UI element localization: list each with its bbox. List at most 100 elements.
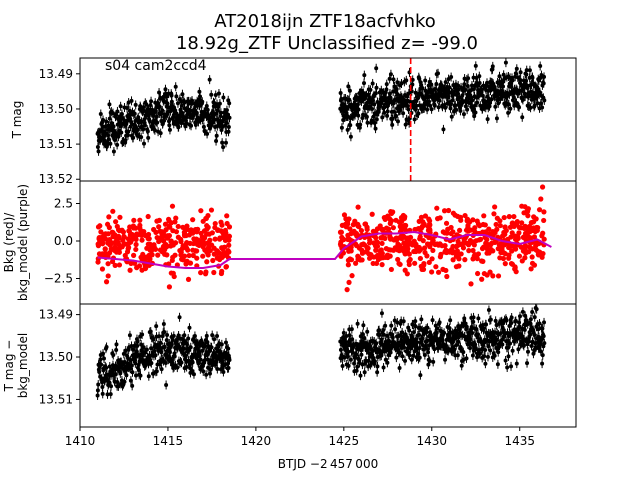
data-point [159, 350, 164, 355]
data-point [407, 328, 412, 333]
bkg-point [200, 253, 206, 259]
bkg-point [537, 249, 543, 255]
data-point [470, 331, 475, 336]
bkg-point [208, 207, 215, 213]
bkg-point [426, 259, 432, 266]
data-point [132, 111, 137, 116]
data-point [164, 382, 169, 387]
data-point [427, 103, 432, 108]
data-point [473, 346, 478, 351]
bkg-point [520, 248, 526, 254]
data-point [405, 104, 410, 109]
bkg-point [380, 226, 386, 233]
data-point [370, 106, 375, 111]
data-point [412, 117, 417, 122]
data-point [454, 107, 459, 112]
data-point [348, 134, 353, 139]
data-point [436, 71, 441, 76]
bkg-point [475, 270, 481, 277]
data-point [495, 362, 500, 367]
data-point [407, 353, 412, 358]
bkg-point [407, 241, 413, 247]
bkg-point [173, 229, 180, 235]
bkg-point [145, 213, 151, 220]
bkg-point [516, 224, 522, 231]
bkg-point [500, 255, 507, 262]
data-point [505, 365, 510, 370]
data-point [356, 113, 361, 118]
data-point [119, 130, 124, 135]
data-point [107, 102, 112, 107]
bkg-point [407, 256, 413, 263]
data-point [182, 346, 187, 351]
panel-top: 13.49 13.50 13.51 13.52 T mag [10, 57, 577, 186]
bkg-point [388, 247, 394, 253]
data-point [201, 369, 206, 374]
bkg-point [507, 224, 514, 230]
data-point [203, 344, 208, 349]
bkg-point [206, 244, 212, 250]
bkg-point [363, 249, 369, 255]
data-point [368, 87, 373, 92]
bkg-point [201, 228, 208, 234]
bkg-point [360, 241, 367, 247]
bkg-point [426, 221, 433, 227]
bkg-point [127, 224, 133, 230]
data-point [471, 107, 476, 112]
data-point [177, 315, 182, 320]
data-point [532, 103, 537, 108]
data-point [208, 367, 213, 372]
bkg-point [343, 224, 349, 230]
data-point [414, 103, 419, 108]
bkg-point [126, 240, 132, 246]
data-point [471, 315, 476, 320]
data-point [511, 95, 516, 100]
data-point [135, 127, 140, 132]
data-point [443, 105, 448, 110]
data-point [209, 92, 214, 97]
bkg-point [163, 227, 169, 233]
data-point [506, 354, 511, 359]
data-point [157, 334, 162, 339]
data-point [471, 75, 476, 80]
data-point [527, 68, 532, 73]
bkg-point [506, 214, 512, 220]
data-point [192, 333, 197, 338]
bkg-point [493, 221, 499, 228]
data-point [355, 364, 360, 369]
bkg-point [473, 238, 479, 244]
data-point [464, 356, 469, 361]
bkg-point [433, 264, 439, 270]
bkg-point [508, 260, 515, 267]
bkg-point [217, 235, 223, 241]
data-point [130, 383, 135, 388]
data-point [477, 94, 482, 99]
data-point [109, 384, 114, 389]
data-point [343, 340, 348, 345]
data-point [400, 354, 405, 359]
data-point [493, 104, 498, 109]
data-point [131, 135, 136, 140]
data-point [500, 342, 505, 347]
data-point [394, 113, 399, 118]
bkg-point [366, 255, 373, 261]
data-point [187, 325, 192, 330]
data-point [134, 349, 139, 354]
data-point [204, 372, 209, 377]
data-point [359, 352, 364, 357]
data-point [354, 352, 359, 357]
data-point [469, 83, 474, 88]
data-point [152, 128, 157, 133]
data-point [179, 360, 184, 365]
bkg-point [502, 224, 508, 231]
data-point [121, 351, 126, 356]
bkg-point [434, 205, 440, 211]
data-point [129, 363, 134, 368]
data-point [395, 119, 400, 124]
data-point [507, 323, 512, 328]
data-point [395, 320, 400, 325]
bkg-point [95, 259, 101, 265]
bkg-point [457, 214, 464, 220]
bkg-point [472, 225, 478, 231]
data-point [172, 354, 177, 359]
